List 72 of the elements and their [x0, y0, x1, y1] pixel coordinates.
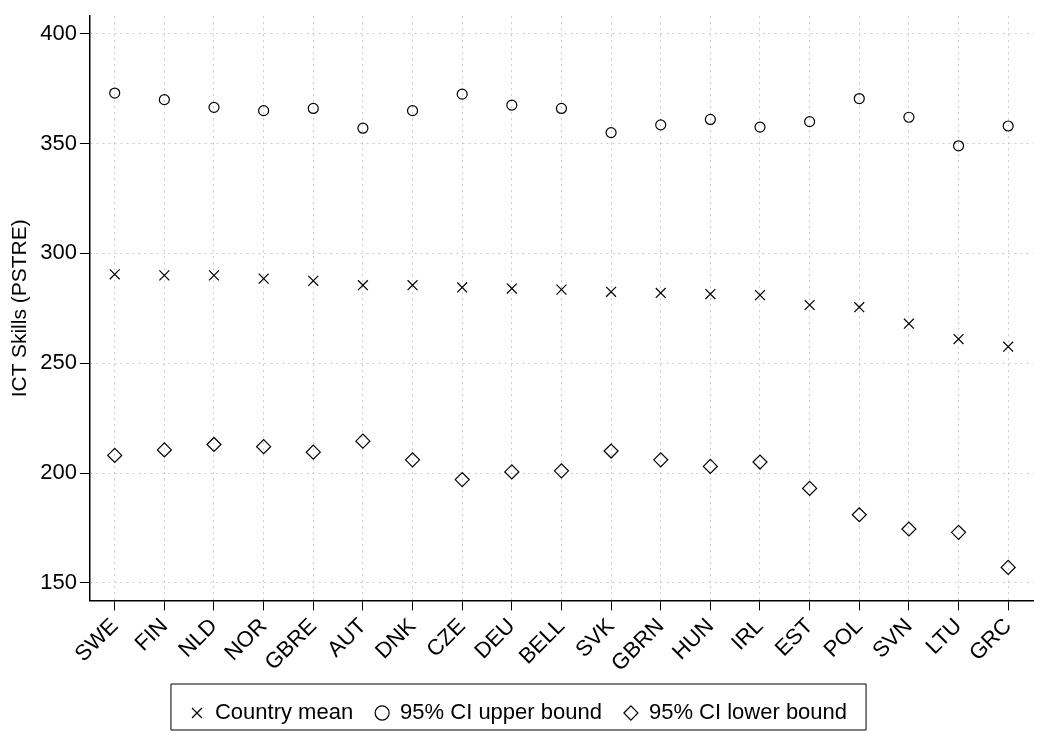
point — [704, 288, 716, 300]
point — [1000, 559, 1016, 576]
point — [752, 454, 768, 470]
point — [802, 480, 818, 496]
point — [158, 94, 170, 106]
legend-label: 95% CI upper bound — [400, 699, 602, 725]
x-tick-label: LTU — [920, 612, 967, 659]
point — [804, 299, 816, 311]
point — [506, 99, 518, 111]
point — [258, 273, 270, 285]
y-axis-title: ICT Skills (PSTRE) — [7, 219, 31, 398]
point — [156, 442, 172, 458]
point — [754, 121, 766, 133]
point — [953, 333, 965, 345]
point — [655, 287, 667, 299]
point — [256, 439, 272, 455]
y-tick-label: 150 — [40, 568, 77, 594]
point — [655, 119, 667, 131]
point — [504, 464, 520, 480]
point — [950, 524, 967, 540]
legend-label: 95% CI lower bound — [648, 699, 848, 725]
point — [406, 279, 419, 291]
point — [851, 507, 867, 523]
point — [357, 279, 369, 291]
point — [704, 113, 716, 126]
point — [454, 472, 470, 488]
x-tick-label: NLD — [173, 612, 222, 662]
point — [307, 275, 319, 287]
point — [456, 281, 468, 293]
point — [804, 116, 816, 128]
point — [853, 301, 865, 313]
point — [555, 284, 567, 296]
x-tick-label: POL — [818, 612, 868, 662]
point — [1002, 341, 1014, 353]
point — [1002, 120, 1014, 132]
point — [355, 433, 371, 449]
y-tick-label: 200 — [40, 459, 77, 485]
point — [258, 105, 270, 117]
point — [555, 102, 568, 115]
point — [305, 444, 321, 460]
point — [903, 318, 915, 330]
y-tick-label: 400 — [40, 19, 77, 45]
x-tick-label: FIN — [129, 612, 173, 656]
point — [506, 282, 518, 295]
x-tick-label: IRL — [725, 612, 768, 655]
point — [406, 105, 419, 117]
legend-label: Country mean — [214, 699, 354, 725]
point — [109, 268, 121, 280]
point — [208, 269, 220, 281]
point — [605, 286, 617, 298]
point — [605, 127, 617, 139]
point — [208, 101, 220, 113]
point — [901, 521, 917, 537]
y-tick-label: 300 — [40, 239, 77, 265]
y-tick-label: 250 — [40, 349, 77, 375]
point — [553, 463, 570, 479]
point — [702, 458, 718, 475]
point — [206, 436, 222, 453]
y-tick-label: 350 — [40, 129, 77, 155]
point — [357, 122, 369, 134]
point — [903, 111, 915, 123]
point — [404, 452, 421, 468]
point — [107, 447, 123, 464]
point — [603, 443, 619, 459]
point — [853, 92, 865, 105]
point — [754, 289, 766, 301]
point — [158, 269, 170, 281]
point — [952, 140, 965, 152]
point — [456, 88, 468, 100]
point — [307, 102, 319, 115]
point — [109, 87, 121, 99]
point — [653, 452, 669, 468]
